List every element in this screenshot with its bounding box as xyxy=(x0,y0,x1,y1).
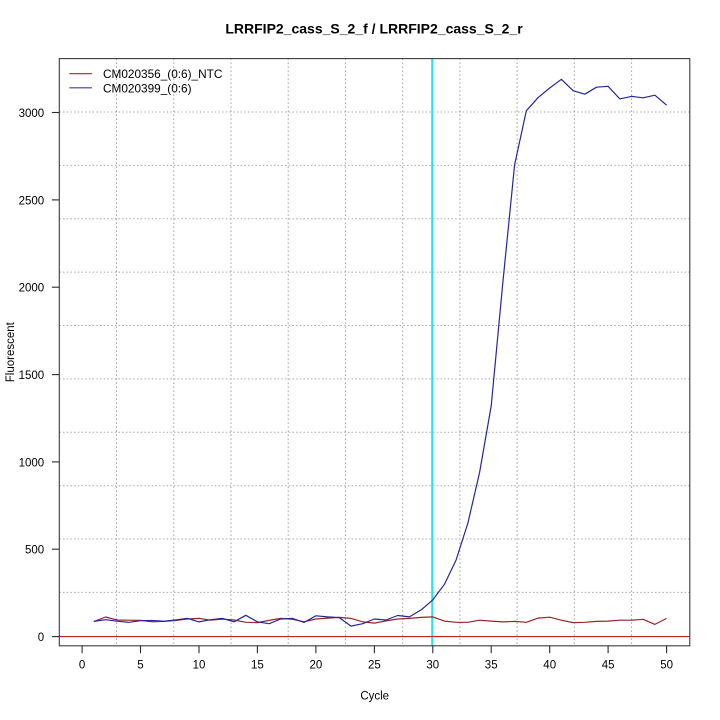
svg-text:2000: 2000 xyxy=(19,283,45,295)
svg-text:500: 500 xyxy=(25,545,44,557)
svg-text:40: 40 xyxy=(543,659,556,671)
svg-text:30: 30 xyxy=(426,659,439,671)
svg-text:5: 5 xyxy=(137,659,143,671)
svg-text:25: 25 xyxy=(368,659,381,671)
svg-text:20: 20 xyxy=(310,659,323,671)
svg-text:1000: 1000 xyxy=(19,457,45,469)
svg-text:45: 45 xyxy=(602,659,615,671)
svg-text:3000: 3000 xyxy=(19,108,45,120)
svg-text:Fluorescent: Fluorescent xyxy=(5,321,17,382)
svg-text:15: 15 xyxy=(251,659,264,671)
svg-text:LRRFIP2_cass_S_2_f / LRRFIP2_c: LRRFIP2_cass_S_2_f / LRRFIP2_cass_S_2_r xyxy=(225,21,523,37)
svg-text:CM020356_(0:6)_NTC: CM020356_(0:6)_NTC xyxy=(103,67,223,81)
svg-text:35: 35 xyxy=(485,659,498,671)
svg-text:0: 0 xyxy=(79,659,85,671)
svg-text:Cycle: Cycle xyxy=(360,691,389,703)
svg-text:50: 50 xyxy=(660,659,673,671)
svg-text:2500: 2500 xyxy=(19,195,45,207)
svg-text:0: 0 xyxy=(38,632,44,644)
svg-text:10: 10 xyxy=(193,659,206,671)
svg-text:1500: 1500 xyxy=(19,370,45,382)
svg-text:CM020399_(0:6): CM020399_(0:6) xyxy=(103,81,192,95)
